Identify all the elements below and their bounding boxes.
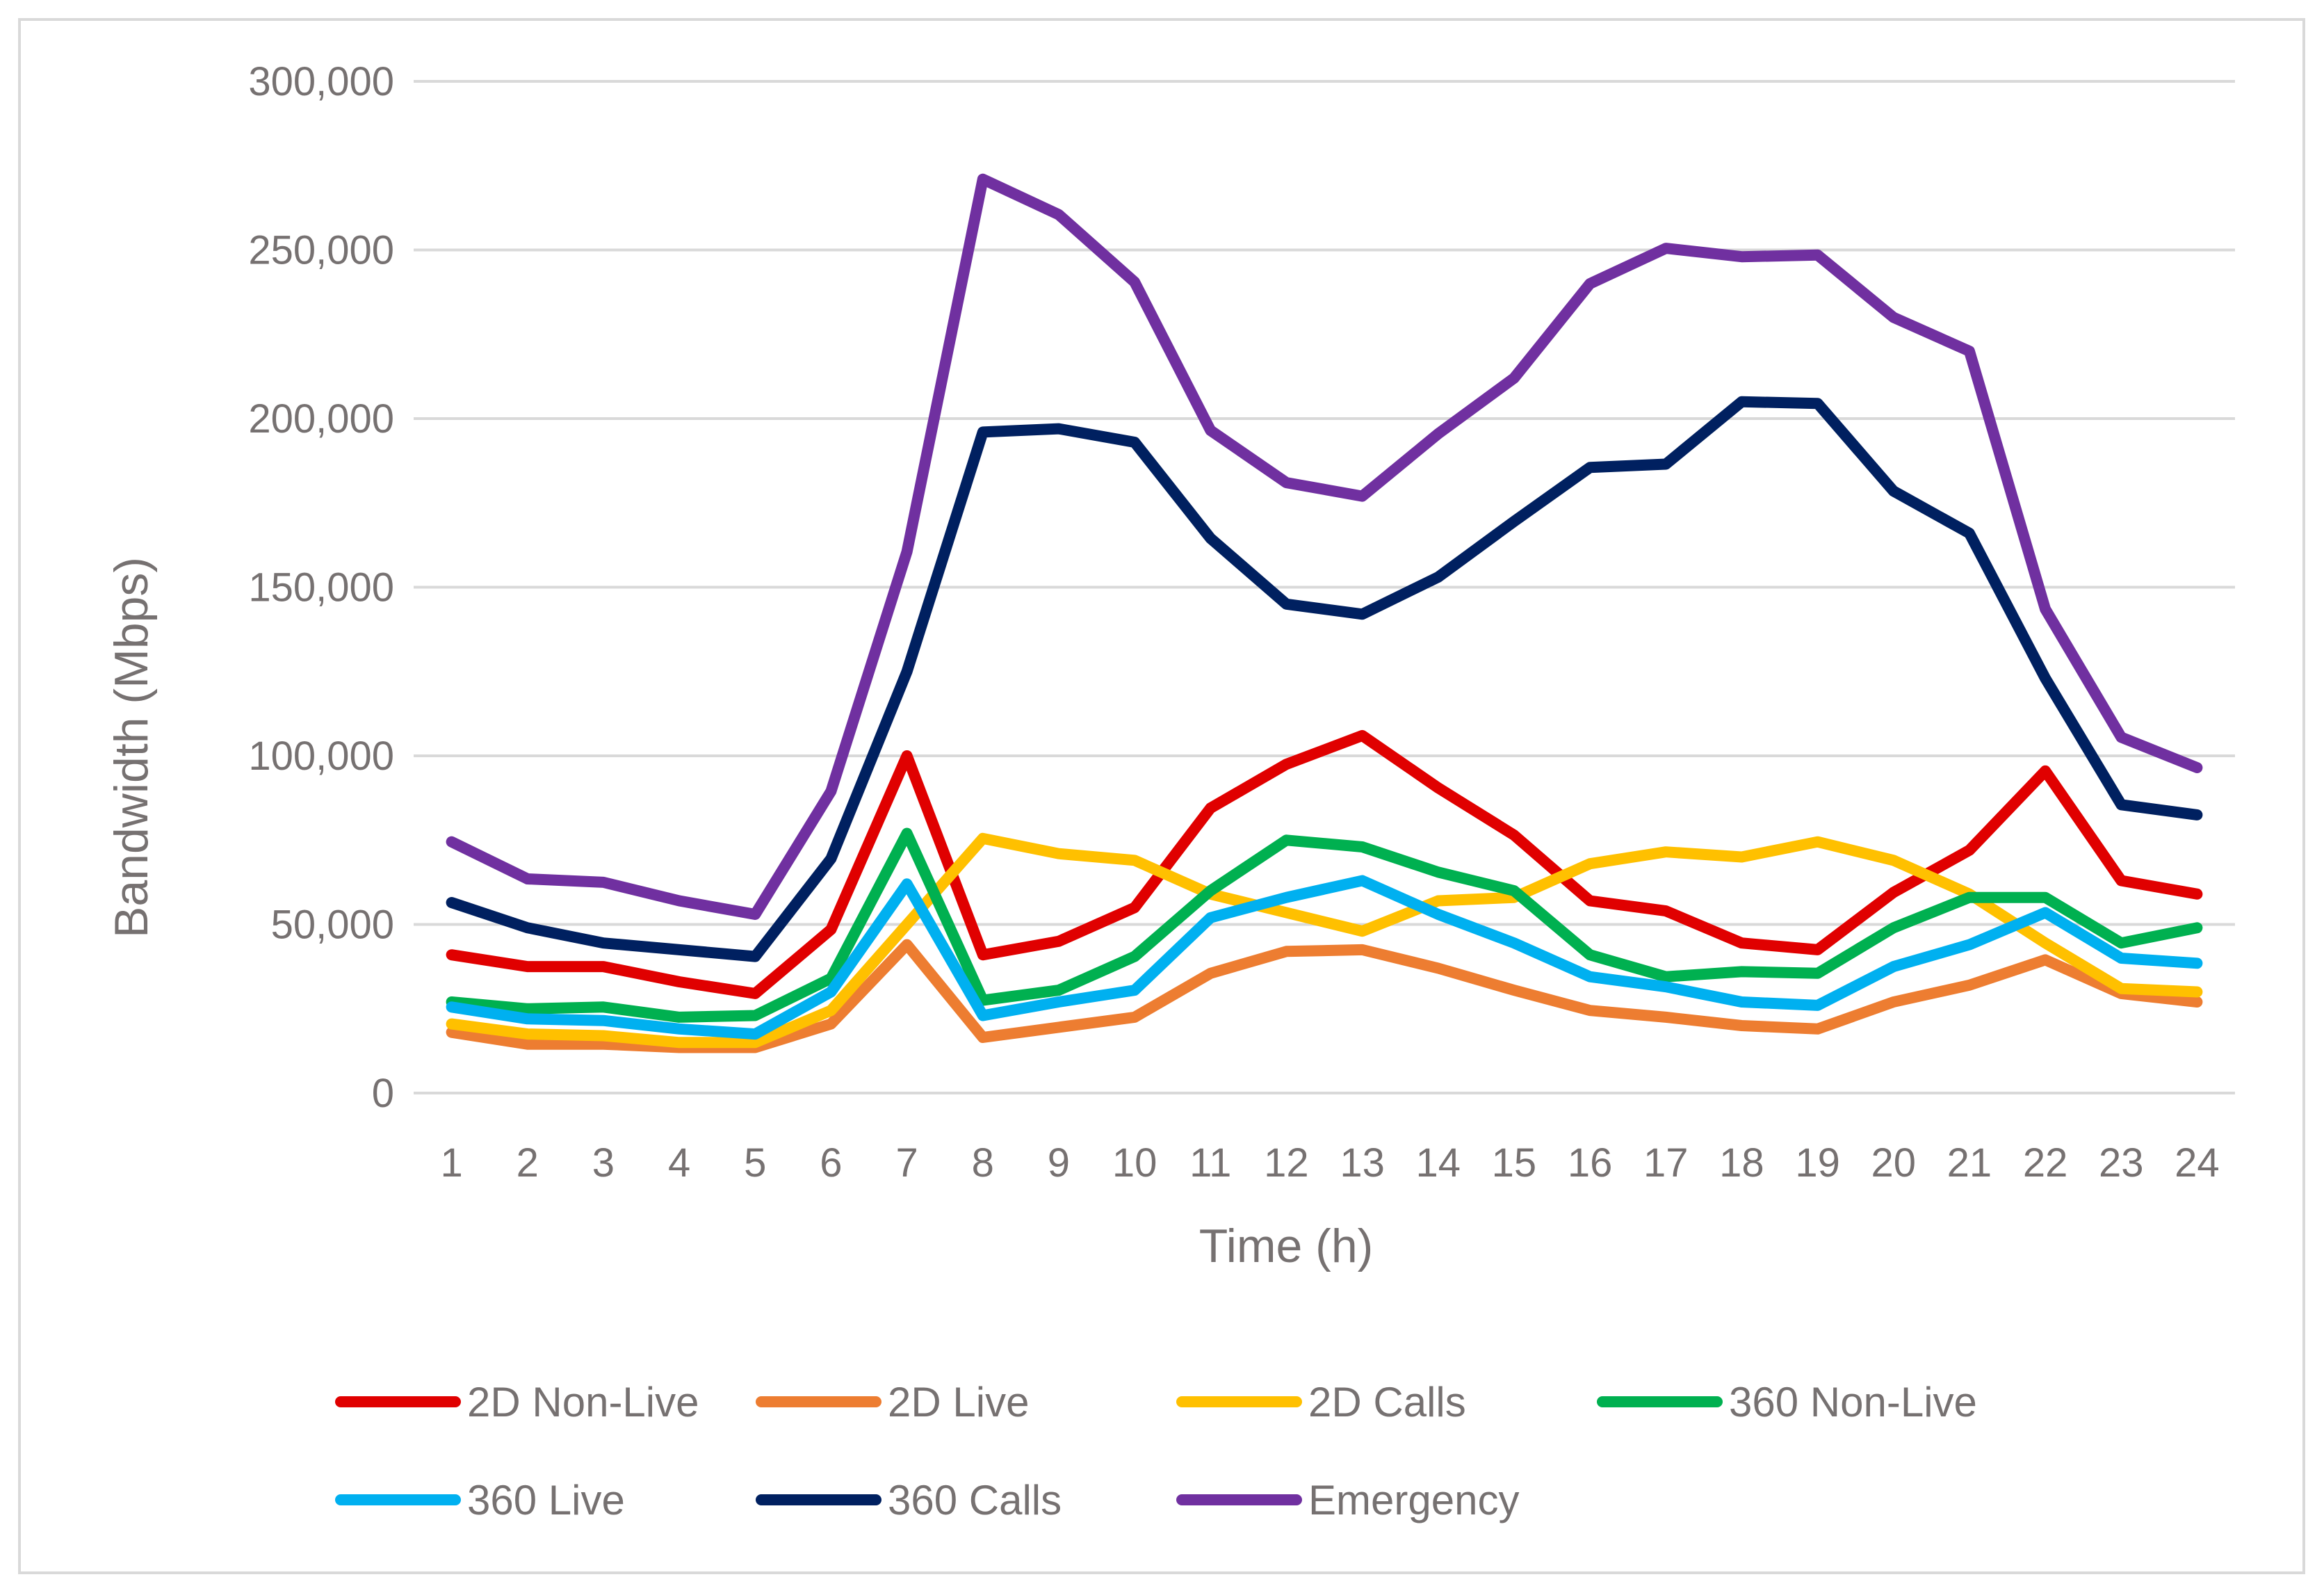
- series-line-360-live: [446, 875, 2203, 1040]
- y-tick-label: 300,000: [248, 59, 394, 104]
- x-tick-label: 21: [1947, 1140, 1992, 1186]
- series-line-360-calls: [446, 396, 2203, 962]
- x-axis-tick-labels: 1 2 3 4 5 6 7 8 9 10 11 12 13 14 15 16 17 18 19 20 21 22 23 24: [440, 1140, 2219, 1186]
- x-tick-label: 16: [1568, 1140, 1613, 1186]
- x-tick-label: 7: [895, 1140, 918, 1186]
- x-tick-label: 14: [1415, 1140, 1461, 1186]
- legend-label: 2D Live: [888, 1379, 1029, 1425]
- x-tick-label: 3: [592, 1140, 615, 1186]
- legend-item-360-non-live: 360 Non-Live: [1597, 1379, 1977, 1425]
- y-tick-label: 250,000: [248, 228, 394, 273]
- x-axis-title: Time (h): [1199, 1220, 1374, 1272]
- y-tick-label: 100,000: [248, 734, 394, 779]
- legend: 2D Non-Live 2D Live 2D Calls 360 Non-Live 36…: [335, 1379, 1977, 1523]
- x-tick-label: 5: [744, 1140, 766, 1186]
- series-line-360-non-live: [446, 827, 2203, 1023]
- legend-label: 2D Calls: [1308, 1379, 1466, 1425]
- series-lines: [446, 173, 2203, 1053]
- y-tick-label: 150,000: [248, 565, 394, 610]
- x-tick-label: 4: [668, 1140, 690, 1186]
- x-tick-label: 1: [440, 1140, 462, 1186]
- legend-label: 360 Live: [467, 1477, 625, 1523]
- x-tick-label: 24: [2175, 1140, 2220, 1186]
- y-tick-label: 0: [372, 1071, 394, 1116]
- legend-item-2d-calls: 2D Calls: [1176, 1379, 1466, 1425]
- x-tick-label: 8: [972, 1140, 994, 1186]
- chart-frame: [18, 18, 2305, 1574]
- x-tick-label: 22: [2023, 1140, 2068, 1186]
- legend-item-2d-live: 2D Live: [756, 1379, 1029, 1425]
- x-tick-label: 18: [1719, 1140, 1764, 1186]
- legend-label: 2D Non-Live: [467, 1379, 699, 1425]
- y-tick-label: 50,000: [271, 903, 394, 948]
- x-tick-label: 19: [1795, 1140, 1840, 1186]
- x-tick-label: 17: [1643, 1140, 1689, 1186]
- x-tick-label: 9: [1048, 1140, 1070, 1186]
- series-line-2d-non-live: [446, 729, 2203, 999]
- x-tick-label: 23: [2099, 1140, 2144, 1186]
- legend-item-2d-non-live: 2D Non-Live: [335, 1379, 699, 1425]
- series-line-2d-calls: [446, 832, 2203, 1049]
- legend-label: Emergency: [1308, 1477, 1519, 1523]
- x-tick-label: 12: [1264, 1140, 1309, 1186]
- legend-item-emergency: Emergency: [1176, 1477, 1519, 1523]
- gridlines: [414, 80, 2235, 1094]
- y-axis-title: Bandwidth (Mbps): [105, 557, 158, 938]
- legend-item-360-live: 360 Live: [335, 1477, 625, 1523]
- x-tick-label: 2: [517, 1140, 539, 1186]
- x-tick-label: 20: [1871, 1140, 1916, 1186]
- y-tick-label: 200,000: [248, 396, 394, 442]
- legend-label: 360 Non-Live: [1729, 1379, 1977, 1425]
- x-tick-label: 15: [1492, 1140, 1537, 1186]
- legend-item-360-calls: 360 Calls: [756, 1477, 1062, 1523]
- legend-label: 360 Calls: [888, 1477, 1062, 1523]
- x-tick-label: 13: [1340, 1140, 1385, 1186]
- x-tick-label: 11: [1189, 1140, 1231, 1186]
- y-axis-tick-labels: 0 50,000 100,000 150,000 200,000 250,000 300,0…: [248, 59, 394, 1116]
- x-tick-label: 10: [1112, 1140, 1157, 1186]
- series-line-emergency: [446, 173, 2203, 920]
- x-tick-label: 6: [820, 1140, 842, 1186]
